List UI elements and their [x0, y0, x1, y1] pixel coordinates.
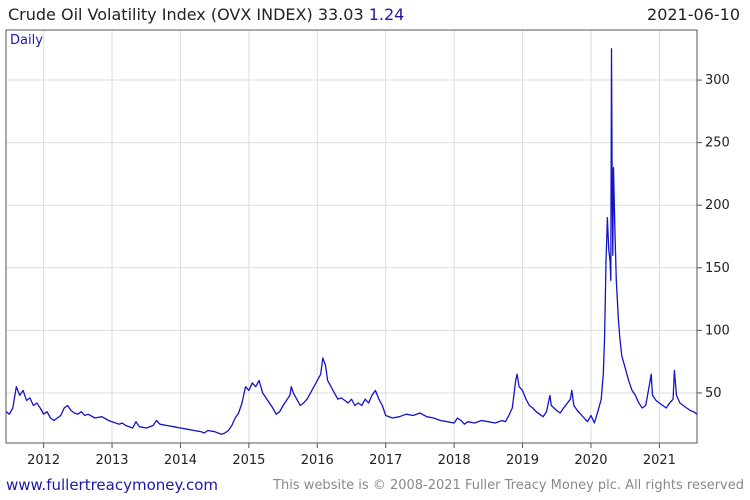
y-tick-label: 300: [705, 73, 730, 88]
y-tick-label: 250: [705, 136, 730, 151]
plot-frame: [5, 29, 698, 444]
site-link[interactable]: www.fullertreacymoney.com: [6, 476, 219, 494]
y-tick-label: 150: [705, 261, 730, 276]
y-tick-label: 100: [705, 323, 730, 338]
change-value: 1.24: [368, 5, 405, 24]
x-tick-label: 2012: [27, 453, 60, 468]
chart-date: 2021-06-10: [647, 5, 740, 24]
x-tick-label: 2021: [643, 453, 676, 468]
x-tick-label: 2019: [506, 453, 539, 468]
chart-footer: www.fullertreacymoney.com This website i…: [0, 474, 750, 500]
x-tick-label: 2016: [301, 453, 334, 468]
x-tick-label: 2015: [232, 453, 265, 468]
y-tick-label: 200: [705, 198, 730, 213]
chart-header: Crude Oil Volatility Index (OVX INDEX) 3…: [0, 0, 750, 30]
x-tick-label: 2020: [574, 453, 607, 468]
x-tick-label: 2013: [95, 453, 128, 468]
chart-title: Crude Oil Volatility Index (OVX INDEX) 3…: [8, 5, 404, 24]
period-label: Daily: [10, 33, 43, 48]
title-text: Crude Oil Volatility Index (OVX INDEX) 3…: [8, 5, 364, 24]
y-tick-label: 50: [705, 386, 722, 401]
copyright-notice: This website is © 2008-2021 Fuller Treac…: [273, 478, 744, 493]
x-tick-label: 2014: [164, 453, 197, 468]
ovx-series-line: [5, 48, 698, 435]
x-tick-label: 2017: [369, 453, 402, 468]
x-tick-label: 2018: [438, 453, 471, 468]
